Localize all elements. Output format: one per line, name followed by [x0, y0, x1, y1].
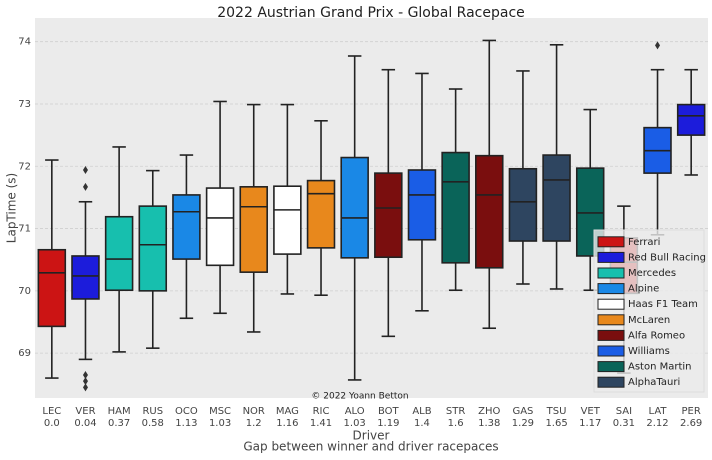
box [475, 154, 504, 269]
gap-label: 1.03 [344, 418, 366, 429]
gap-label: 1.38 [478, 418, 500, 429]
chart-title: 2022 Austrian Grand Prix - Global Racepa… [217, 5, 525, 21]
x-tick-label: RIC [313, 406, 330, 417]
box [273, 185, 302, 255]
box [340, 156, 369, 259]
legend-swatch [597, 376, 625, 388]
legend-label: AlphaTauri [628, 377, 680, 388]
x-tick-label: LEC [42, 406, 61, 417]
x-tick-label: OCO [175, 406, 198, 417]
legend-label: Alpine [628, 284, 659, 295]
legend-swatch [597, 283, 625, 295]
legend-label: Red Bull Racing [628, 252, 706, 263]
gap-label: 0.31 [613, 418, 635, 429]
box [441, 151, 470, 264]
y-tick-label: 69 [18, 348, 31, 359]
box [676, 103, 706, 136]
x-tick-label: MAG [276, 406, 299, 417]
box [239, 186, 268, 273]
x-tick-label: ALB [412, 406, 431, 417]
gap-label: 1.29 [512, 418, 534, 429]
box [104, 215, 134, 292]
x-tick-label: ALO [345, 406, 365, 417]
gap-label: 1.13 [175, 418, 197, 429]
box [407, 169, 437, 241]
y-tick-label: 74 [18, 37, 31, 48]
x-tick-label: PER [682, 406, 701, 417]
gap-label: 0.37 [108, 418, 130, 429]
y-tick-label: 70 [18, 286, 31, 297]
flier [82, 370, 88, 379]
box [374, 172, 403, 259]
box [138, 205, 168, 292]
gap-label: 0.04 [74, 418, 96, 429]
gap-label: 1.2 [246, 418, 262, 429]
x-tick-label: HAM [108, 406, 131, 417]
flier [82, 166, 88, 174]
legend-swatch [597, 298, 625, 310]
x-tick-label: RUS [142, 406, 163, 417]
x-tick-label: LAT [649, 406, 668, 417]
legend-label: Williams [628, 346, 670, 357]
gap-label: 2.12 [646, 418, 668, 429]
gap-label: 1.03 [209, 418, 231, 429]
gap-label: 1.16 [276, 418, 298, 429]
box [37, 248, 67, 328]
legend-swatch [597, 267, 625, 279]
x-tick-label: TSU [546, 406, 567, 417]
legend-label: Aston Martin [628, 362, 692, 373]
legend-swatch [597, 361, 625, 373]
legend-label: Mercedes [628, 268, 676, 279]
x-tick-label: BOT [378, 406, 400, 417]
gap-label: 1.4 [414, 418, 430, 429]
legend-swatch [597, 236, 625, 248]
flier [82, 182, 88, 191]
legend-label: McLaren [628, 315, 670, 326]
legend-label: Ferrari [628, 237, 660, 248]
flier [82, 377, 88, 386]
legend-label: Alfa Romeo [628, 330, 685, 341]
gap-label: 1.65 [545, 418, 567, 429]
gap-label: 0.58 [142, 418, 164, 429]
gap-label: 2.69 [680, 418, 702, 429]
x-axis-sublabel: Gap between winner and driver racepaces [243, 440, 498, 454]
legend-swatch [597, 251, 625, 263]
y-axis-label: LapTime (s) [5, 173, 19, 243]
x-tick-label: ZHO [478, 406, 500, 417]
gap-label: 1.17 [579, 418, 601, 429]
box [306, 179, 336, 249]
flier [655, 41, 661, 50]
annotation: © 2022 Yoann Betton [311, 392, 408, 402]
x-axis-label: Driver [353, 429, 390, 443]
x-tick-label: GAS [512, 406, 533, 417]
legend-label: Haas F1 Team [628, 299, 698, 310]
x-tick-label: MSC [209, 406, 231, 417]
box [542, 154, 571, 242]
y-tick-label: 72 [18, 161, 31, 172]
x-tick-label: STR [446, 406, 465, 417]
x-tick-label: SAI [616, 406, 632, 417]
legend-swatch [597, 329, 625, 341]
flier [82, 383, 88, 392]
box [205, 187, 235, 267]
gap-label: 1.19 [377, 418, 399, 429]
gap-label: 0.0 [44, 418, 60, 429]
legend-swatch [597, 314, 625, 326]
gap-label: 1.41 [310, 418, 332, 429]
y-tick-label: 73 [18, 99, 31, 110]
gap-label: 1.6 [448, 418, 464, 429]
x-tick-label: VET [581, 406, 601, 417]
marks [35, 39, 708, 392]
box [172, 194, 201, 260]
x-tick-label: VER [75, 406, 95, 417]
y-tick-label: 71 [18, 224, 31, 235]
x-tick-label: NOR [243, 406, 265, 417]
box [71, 255, 100, 300]
box [508, 167, 538, 242]
legend-swatch [597, 345, 625, 357]
